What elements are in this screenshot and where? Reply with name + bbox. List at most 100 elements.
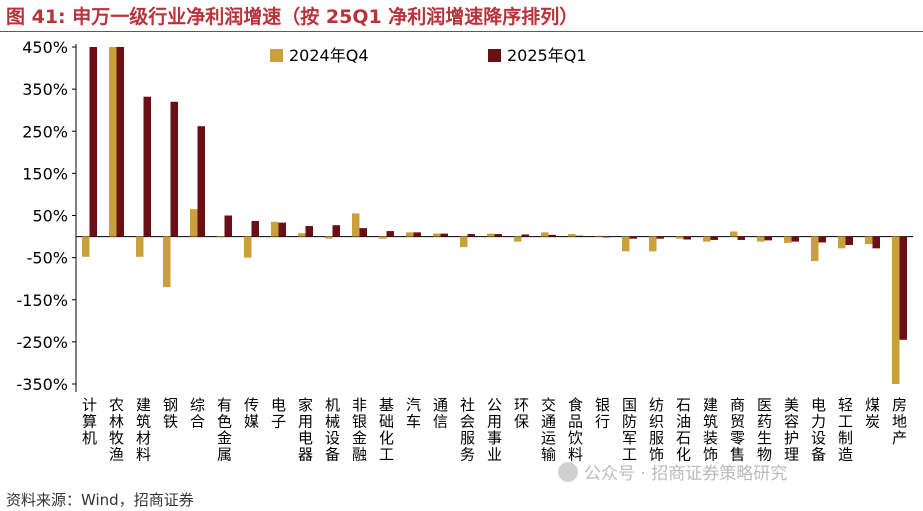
bar-q4: [190, 209, 198, 237]
chart-bars: [82, 47, 907, 384]
bar-q4: [379, 236, 387, 239]
bar-q4: [676, 236, 684, 239]
x-tick-label: 公用事业: [487, 396, 502, 464]
bar-q4: [514, 236, 522, 242]
y-tick-label: 50%: [32, 207, 68, 226]
legend-label: 2025年Q1: [507, 46, 587, 65]
bar-q4: [865, 236, 873, 245]
bar-q4: [136, 236, 144, 257]
y-tick-label: -250%: [16, 333, 68, 352]
bar-q1: [710, 236, 718, 240]
bar-q1: [494, 234, 502, 237]
bar-q4: [541, 232, 549, 237]
x-tick-label: 房地产: [892, 396, 907, 447]
x-tick-label: 电子: [271, 396, 286, 431]
bar-q1: [116, 47, 124, 237]
x-tick-label: 基础化工: [379, 396, 394, 464]
x-tick-label: 农林牧渔: [109, 396, 124, 464]
x-tick-label: 国防军工: [622, 396, 637, 464]
bar-q1: [521, 234, 529, 237]
x-tick-label: 机械设备: [325, 396, 340, 464]
x-tick-label: 建筑材料: [136, 396, 151, 464]
bar-q4: [730, 231, 738, 237]
bar-q1: [89, 47, 97, 237]
y-tick-label: 150%: [22, 164, 68, 183]
x-tick-label: 石油石化: [676, 396, 691, 464]
bar-q1: [413, 232, 421, 237]
x-tick-label: 银行: [595, 396, 610, 431]
bar-q1: [359, 228, 367, 237]
watermark-text: 公众号 · 招商证券策略研究: [584, 464, 788, 484]
x-tick-label: 有色金属: [217, 396, 232, 464]
y-tick-label: -350%: [16, 375, 68, 394]
x-tick-labels: 计算机农林牧渔建筑材料钢铁综合有色金属传媒电子家用电器机械设备非银金融基础化工汽…: [82, 396, 907, 464]
legend-swatch: [270, 49, 283, 62]
x-tick-label: 家用电器: [298, 396, 313, 464]
x-tick-label: 环保: [514, 396, 529, 431]
x-tick-label: 通信: [433, 396, 448, 431]
bar-q4: [757, 236, 765, 242]
bar-q1: [791, 236, 799, 242]
bar-q4: [487, 233, 495, 237]
chart-axes: 450% 350% 250% 150% 50% -50% -150% -250% -350%: [16, 38, 913, 394]
chart: 450% 350% 250% 150% 50% -50% -150% -250% -350% 计…: [16, 38, 913, 464]
bar-q1: [332, 225, 340, 237]
bar-q1: [278, 222, 286, 237]
bar-q4: [703, 236, 711, 242]
bar-q4: [784, 236, 792, 243]
bar-q4: [406, 232, 414, 237]
legend-swatch: [488, 49, 501, 62]
chart-legend: 2024年Q4 2025年Q1: [270, 46, 587, 65]
bar-q1: [683, 236, 691, 240]
x-tick-label: 煤炭: [865, 396, 880, 431]
y-tick-label: 250%: [22, 122, 68, 141]
wechat-logo-icon: [558, 462, 578, 482]
x-tick-label: 纺织服饰: [649, 396, 664, 464]
x-tick-label: 轻工制造: [838, 396, 853, 464]
x-tick-label: 综合: [190, 396, 205, 431]
bar-q1: [629, 236, 637, 239]
bar-q1: [305, 226, 313, 237]
bar-q4: [649, 236, 657, 252]
bar-q1: [224, 215, 232, 237]
bar-q1: [575, 235, 583, 237]
legend-label: 2024年Q4: [289, 46, 369, 65]
bar-q1: [440, 233, 448, 237]
watermark: 公众号 · 招商证券策略研究: [558, 459, 787, 484]
bar-q1: [872, 236, 880, 249]
bar-q1: [467, 234, 475, 237]
bar-q1: [818, 236, 826, 243]
bar-q4: [163, 236, 171, 288]
bar-q4: [352, 213, 360, 237]
bar-q1: [548, 234, 556, 237]
bar-q4: [325, 236, 333, 239]
bar-q4: [838, 236, 846, 249]
x-tick-label: 商贸零售: [730, 396, 745, 464]
bar-q4: [271, 221, 279, 237]
bar-q4: [460, 236, 468, 248]
bar-q4: [892, 236, 900, 384]
source-note: 资料来源：Wind，招商证券: [6, 491, 194, 509]
x-tick-label: 建筑装饰: [703, 396, 718, 464]
y-tick-label: 450%: [22, 38, 68, 57]
x-tick-label: 美容护理: [784, 396, 799, 464]
bar-q1: [845, 236, 853, 245]
x-tick-label: 交通运输: [541, 396, 556, 464]
bar-q4: [82, 236, 90, 257]
title-rule: [0, 31, 923, 32]
bar-q4: [244, 236, 252, 258]
bar-q4: [109, 47, 117, 237]
bar-q4: [811, 236, 819, 261]
bar-q1: [602, 236, 610, 238]
bar-q4: [433, 233, 441, 237]
bar-q4: [217, 236, 225, 238]
y-tick-label: -50%: [27, 249, 68, 268]
chart-title: 图 41: 申万一级行业净利润增速（按 25Q1 净利润增速降序排列）: [6, 6, 579, 28]
bar-q1: [386, 231, 394, 237]
y-tick-label: -150%: [16, 291, 68, 310]
bar-q1: [899, 236, 907, 340]
x-tick-label: 传媒: [244, 396, 259, 431]
x-tick-label: 医药生物: [757, 396, 772, 464]
x-tick-label: 钢铁: [163, 396, 178, 431]
bar-q1: [251, 220, 259, 237]
